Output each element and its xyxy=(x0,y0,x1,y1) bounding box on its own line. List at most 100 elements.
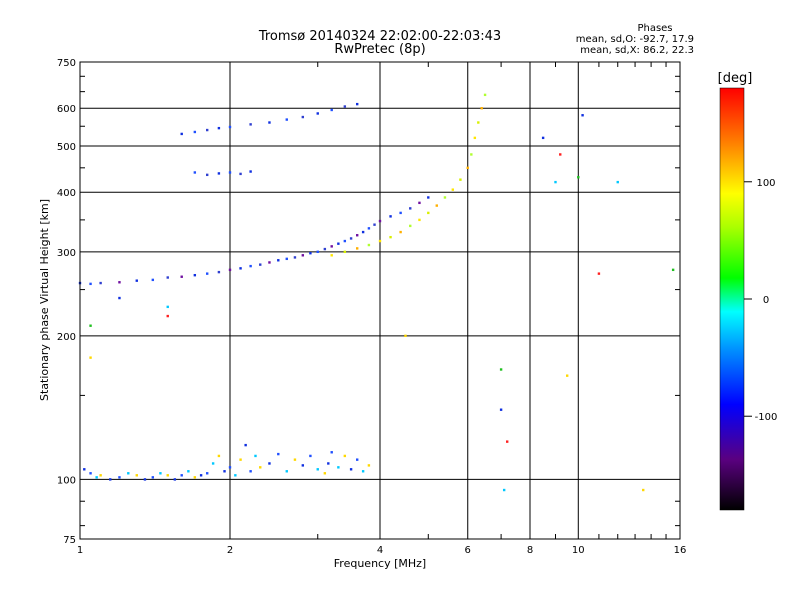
echo-point xyxy=(89,282,92,286)
echo-point xyxy=(244,443,247,447)
echo-point xyxy=(228,125,232,129)
x-tick-label: 8 xyxy=(527,545,533,556)
echo-point xyxy=(483,93,487,97)
echo-point xyxy=(399,230,402,234)
echo-point xyxy=(399,211,402,215)
echo-point xyxy=(323,472,327,475)
echo-point xyxy=(642,488,645,492)
echo-point xyxy=(166,474,169,477)
echo-point xyxy=(389,235,392,239)
echo-point xyxy=(470,153,473,156)
x-tick-label: 16 xyxy=(674,545,687,556)
echo-point xyxy=(355,247,359,250)
echo-point xyxy=(554,180,557,184)
echo-point xyxy=(373,223,376,226)
echo-point xyxy=(205,272,209,275)
echo-point xyxy=(343,454,347,458)
echo-point xyxy=(95,476,98,479)
echo-point xyxy=(99,474,102,477)
echo-point xyxy=(499,408,503,411)
echo-point xyxy=(378,219,382,223)
y-tick-label: 100 xyxy=(57,475,76,486)
echo-point xyxy=(316,250,319,254)
x-tick-label: 10 xyxy=(572,545,585,556)
colorbar-tick-label: 0 xyxy=(763,295,769,306)
echo-point xyxy=(228,268,232,272)
echo-point xyxy=(234,474,237,477)
echo-point xyxy=(143,478,147,481)
echo-point xyxy=(109,478,112,481)
echo-point xyxy=(597,272,601,275)
echo-point xyxy=(301,115,305,119)
x-tick-label: 4 xyxy=(377,545,383,556)
grid-lines xyxy=(80,62,680,539)
y-axis-label: Stationary phase Virtual Height [km] xyxy=(38,199,51,401)
echo-point xyxy=(541,136,545,140)
echo-point xyxy=(505,440,509,443)
x-tick-label: 6 xyxy=(465,545,471,556)
echo-point xyxy=(268,121,271,124)
echo-point xyxy=(217,126,221,130)
echo-point xyxy=(180,132,183,136)
echo-point xyxy=(166,305,169,309)
phase-box-line-x: mean, sd,X: 86.2, 22.3 xyxy=(580,45,694,56)
echo-point xyxy=(239,172,242,176)
echo-point xyxy=(151,278,155,282)
echo-point xyxy=(99,281,102,285)
echo-point xyxy=(301,254,305,257)
echo-point xyxy=(330,451,333,454)
echo-point xyxy=(187,470,190,473)
echo-point xyxy=(443,196,447,199)
echo-point xyxy=(316,468,319,471)
echo-point xyxy=(217,454,221,458)
y-tick-label: 750 xyxy=(57,58,76,69)
echo-point xyxy=(451,188,455,191)
echo-point xyxy=(361,230,365,234)
echo-point xyxy=(268,261,271,264)
y-tick-label: 400 xyxy=(57,188,76,199)
echo-point xyxy=(577,176,580,179)
phase-box-title: Phases xyxy=(637,23,672,34)
echo-point xyxy=(409,207,412,210)
echo-point xyxy=(330,254,333,257)
y-tick-labels: 75 100 200 300 400 500 600 750 xyxy=(57,58,76,546)
echo-point xyxy=(349,237,353,240)
echo-point xyxy=(159,472,162,475)
echo-point xyxy=(293,256,297,259)
echo-point xyxy=(301,464,305,467)
echo-point xyxy=(473,136,477,140)
echo-point xyxy=(309,252,312,255)
echo-point xyxy=(330,245,333,248)
echo-point xyxy=(205,128,209,132)
echo-point xyxy=(228,171,232,174)
echo-point xyxy=(239,458,242,461)
echo-point xyxy=(239,267,242,270)
echo-point xyxy=(565,374,569,377)
echo-point xyxy=(259,263,262,266)
echo-point xyxy=(499,368,503,371)
echo-point xyxy=(217,172,221,175)
echo-point xyxy=(502,488,506,492)
echo-point xyxy=(193,476,197,479)
echo-point xyxy=(337,242,340,245)
chart-title: Tromsø 20140324 22:02:00-22:03:43 xyxy=(258,29,501,44)
y-tick-label: 75 xyxy=(63,535,76,546)
echo-point xyxy=(180,474,183,477)
echo-point xyxy=(616,180,619,184)
echo-point xyxy=(166,314,169,318)
echo-point xyxy=(118,296,121,300)
echo-point xyxy=(89,472,92,475)
echo-point xyxy=(355,458,359,461)
echo-point xyxy=(316,112,319,115)
echo-point xyxy=(418,201,421,205)
echo-point xyxy=(217,270,221,274)
echo-point xyxy=(367,464,371,467)
echo-point xyxy=(223,470,226,473)
echo-point xyxy=(89,356,92,359)
colorbar-tick-label: -100 xyxy=(755,412,778,423)
echo-point xyxy=(378,239,382,243)
echo-point xyxy=(409,224,412,228)
echo-point xyxy=(309,454,312,458)
echo-point xyxy=(343,250,347,254)
echo-point xyxy=(277,452,280,456)
